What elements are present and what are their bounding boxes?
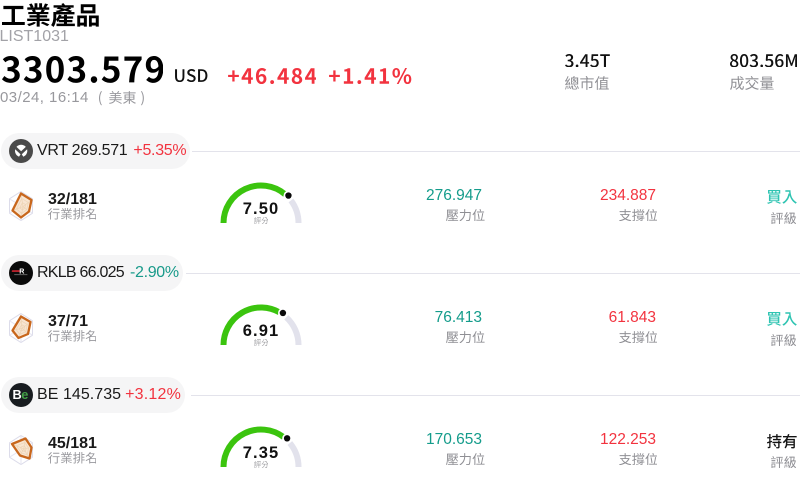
svg-text:Be: Be — [12, 387, 28, 402]
svg-text:R: R — [19, 268, 24, 276]
